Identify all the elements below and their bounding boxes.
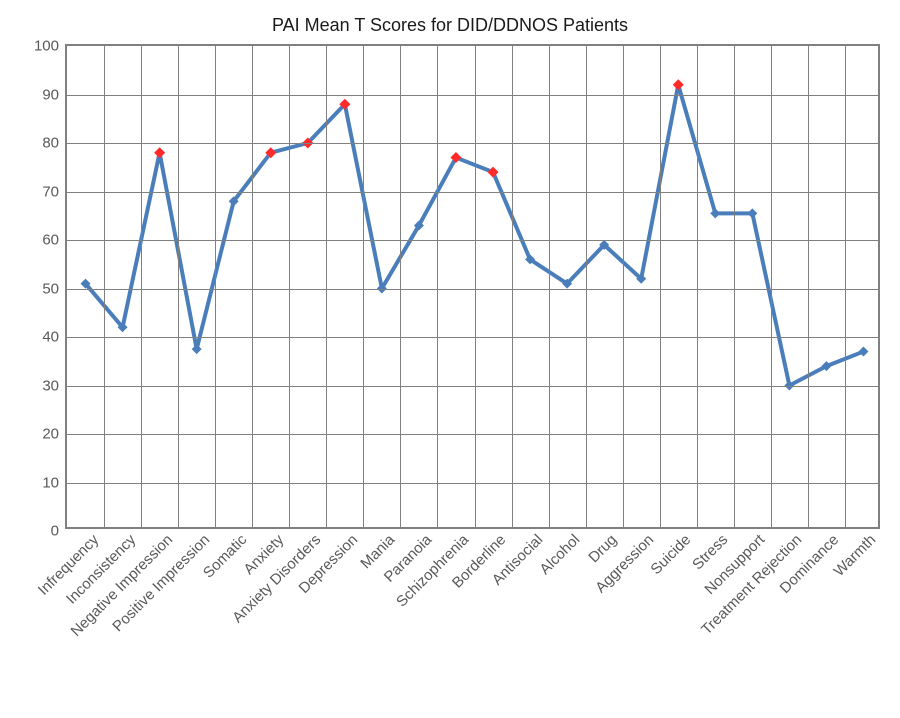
data-point — [747, 208, 757, 218]
gridline-vertical — [104, 46, 105, 527]
gridline-vertical — [549, 46, 550, 527]
y-tick-label: 40 — [42, 329, 67, 346]
x-tick-label: Suicide — [643, 527, 694, 578]
gridline-vertical — [771, 46, 772, 527]
y-tick-label: 80 — [42, 135, 67, 152]
gridline-vertical — [252, 46, 253, 527]
y-tick-label: 90 — [42, 86, 67, 103]
chart-title: PAI Mean T Scores for DID/DDNOS Patients — [0, 15, 900, 36]
y-tick-label: 70 — [42, 183, 67, 200]
gridline-vertical — [363, 46, 364, 527]
data-point-highlight — [154, 147, 165, 158]
gridline-horizontal — [67, 240, 878, 241]
gridline-horizontal — [67, 434, 878, 435]
y-tick-label: 20 — [42, 426, 67, 443]
gridline-vertical — [623, 46, 624, 527]
gridline-vertical — [660, 46, 661, 527]
gridline-horizontal — [67, 337, 878, 338]
gridline-vertical — [808, 46, 809, 527]
gridline-vertical — [845, 46, 846, 527]
x-tick-label: Alcohol — [532, 527, 583, 578]
gridline-vertical — [697, 46, 698, 527]
gridline-vertical — [437, 46, 438, 527]
gridline-horizontal — [67, 289, 878, 290]
y-tick-label: 50 — [42, 280, 67, 297]
gridline-vertical — [178, 46, 179, 527]
data-point-highlight — [673, 79, 684, 90]
gridline-vertical — [215, 46, 216, 527]
gridline-horizontal — [67, 143, 878, 144]
gridline-vertical — [475, 46, 476, 527]
gridline-vertical — [512, 46, 513, 527]
gridline-horizontal — [67, 192, 878, 193]
gridline-vertical — [400, 46, 401, 527]
y-tick-label: 30 — [42, 377, 67, 394]
gridline-vertical — [586, 46, 587, 527]
gridline-horizontal — [67, 483, 878, 484]
data-point-highlight — [488, 167, 499, 178]
y-tick-label: 10 — [42, 474, 67, 491]
y-tick-label: 60 — [42, 232, 67, 249]
gridline-vertical — [734, 46, 735, 527]
gridline-vertical — [289, 46, 290, 527]
chart-container: PAI Mean T Scores for DID/DDNOS Patients… — [0, 0, 900, 718]
data-point — [192, 344, 202, 354]
gridline-horizontal — [67, 95, 878, 96]
gridline-vertical — [141, 46, 142, 527]
gridline-horizontal — [67, 386, 878, 387]
y-tick-label: 0 — [51, 523, 67, 540]
plot-area: 0102030405060708090100InfrequencyInconsi… — [65, 44, 880, 529]
gridline-vertical — [326, 46, 327, 527]
y-tick-label: 100 — [34, 38, 67, 55]
data-point — [710, 208, 720, 218]
